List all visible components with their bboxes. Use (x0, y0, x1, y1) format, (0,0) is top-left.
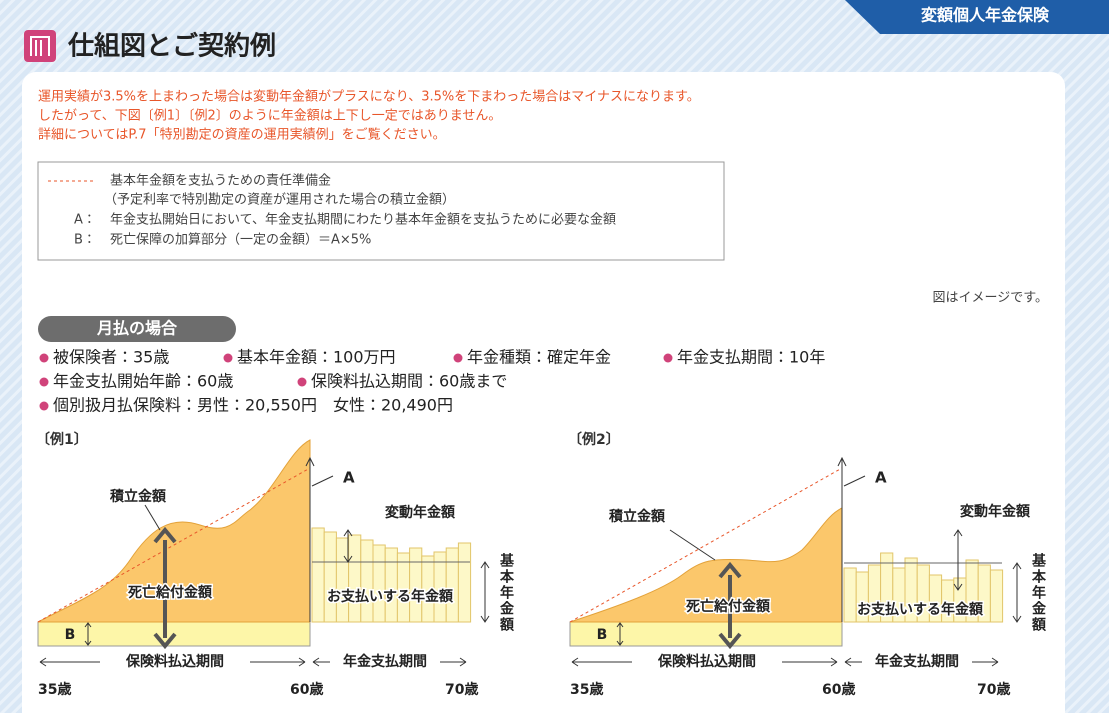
death-arrow (718, 561, 742, 650)
annuity-bar (396, 552, 411, 623)
legend-box (37, 161, 725, 261)
condition: 年金種類：確定年金 (467, 348, 611, 367)
a-leader (843, 475, 866, 487)
legend-text: 死亡保障の加算部分（一定の金額）＝A×5% (110, 233, 371, 248)
annuity-bar (843, 567, 857, 623)
bullet (39, 401, 49, 411)
death-label: 死亡給付金額 (685, 598, 771, 615)
a-label: A (343, 469, 355, 487)
condition: 年金支払開始年齢：60歳 (53, 372, 233, 391)
b-band (569, 621, 843, 647)
notice-line: したがって、下図〔例1〕〔例2〕のように年金額は上下し一定ではありません。 (38, 109, 501, 124)
payout-label: お支払いする年金額 (857, 601, 984, 618)
variable-label: 変動年金額 (960, 503, 1031, 520)
annuity-bar (445, 547, 459, 623)
section-title: 月払の場合 (96, 319, 178, 338)
a-arrow (305, 456, 315, 622)
base-arrow (480, 561, 490, 623)
a-label: A (875, 469, 887, 487)
payout-label: お支払いする年金額 (327, 588, 454, 605)
annuity-bar (348, 534, 362, 623)
header-tag: 変額個人年金保険 (921, 6, 1050, 25)
reserve-line (37, 467, 311, 623)
age-label: 60歳 (290, 681, 323, 698)
annuity-bar (409, 547, 423, 623)
variable-arrow (953, 529, 963, 591)
b-arrow (84, 622, 92, 646)
base-arrow (1012, 562, 1022, 623)
period-arrows (571, 657, 999, 667)
annuity-bar (335, 537, 350, 623)
age-label: 60歳 (822, 681, 855, 698)
bullet (453, 353, 463, 363)
reserve-line (569, 467, 843, 623)
bullet (663, 353, 673, 363)
condition: 個別扱月払保険料：男性：20,550円 女性：20,490円 (53, 396, 453, 415)
condition: 保険料払込期間：60歳まで (311, 372, 507, 391)
annuity-bar (360, 539, 374, 623)
age-label: 35歳 (38, 681, 71, 698)
death-arrow (153, 526, 177, 650)
b-arrow (616, 622, 624, 646)
variable-arrow (343, 529, 353, 563)
example-label: 〔例1〕 (36, 431, 88, 448)
annuity-bar (372, 544, 386, 623)
condition: 基本年金額：100万円 (237, 348, 396, 367)
section-badge (38, 316, 236, 342)
annuity-period: 年金支払期間 (875, 653, 959, 670)
age-label: 70歳 (977, 681, 1010, 698)
period-arrows (39, 657, 467, 667)
death-label: 死亡給付金額 (127, 584, 213, 601)
legend-text: （予定利率で特別勘定の資産が運用された場合の積立金額） (104, 193, 455, 208)
bullet (39, 377, 49, 387)
premium-period: 保険料払込期間 (125, 653, 224, 670)
notice-line: 運用実績が3.5%を上まわった場合は変動年金額がプラスになり、3.5%を下まわっ… (38, 89, 700, 105)
accumulated-leader (669, 529, 716, 561)
age-label: 35歳 (570, 681, 603, 698)
premium-period: 保険料払込期間 (657, 653, 756, 670)
annuity-bar (323, 531, 337, 623)
annuity-period: 年金支払期間 (343, 653, 427, 670)
accumulated-label: 積立金額 (608, 508, 666, 525)
legend-text: 基本年金額を支払うための責任準備金 (110, 173, 331, 189)
base-label: 基本年金額 (1030, 552, 1047, 633)
condition: 被保険者：35歳 (53, 348, 169, 367)
accumulated-label: 積立金額 (109, 488, 167, 505)
a-leader (311, 475, 334, 487)
accumulation-area (37, 439, 311, 623)
image-note: 図はイメージです。 (933, 291, 1048, 306)
example-label: 〔例2〕 (568, 431, 620, 448)
annuity-bar (989, 569, 1004, 623)
bullet (223, 353, 233, 363)
variable-label: 変動年金額 (385, 504, 456, 521)
bullet (39, 353, 49, 363)
accumulation-area (569, 507, 843, 623)
notice-line: 詳細についてはP.7「特別勘定の資産の運用実績例」をご覧ください。 (38, 127, 446, 143)
b-label: B (65, 627, 76, 643)
legend-text: 年金支払開始日において、年金支払期間にわたり基本年金額を支払うために必要な金額 (110, 213, 616, 228)
base-label: 基本年金額 (498, 552, 515, 633)
title-icon-glyph (30, 36, 50, 56)
b-label: B (597, 627, 608, 643)
annuity-bar (457, 542, 472, 623)
condition: 年金支払期間：10年 (677, 348, 825, 367)
bullet (297, 377, 307, 387)
annuity-bar (384, 547, 398, 623)
age-label: 70歳 (445, 681, 478, 698)
header-tab (845, 0, 1109, 34)
page-title: 仕組図とご契約例 (67, 31, 276, 62)
legend-key: A： (74, 213, 96, 228)
annuity-bar (311, 527, 325, 623)
accumulated-leader (144, 504, 161, 531)
a-arrow (837, 456, 847, 622)
legend-key: B： (74, 233, 96, 248)
